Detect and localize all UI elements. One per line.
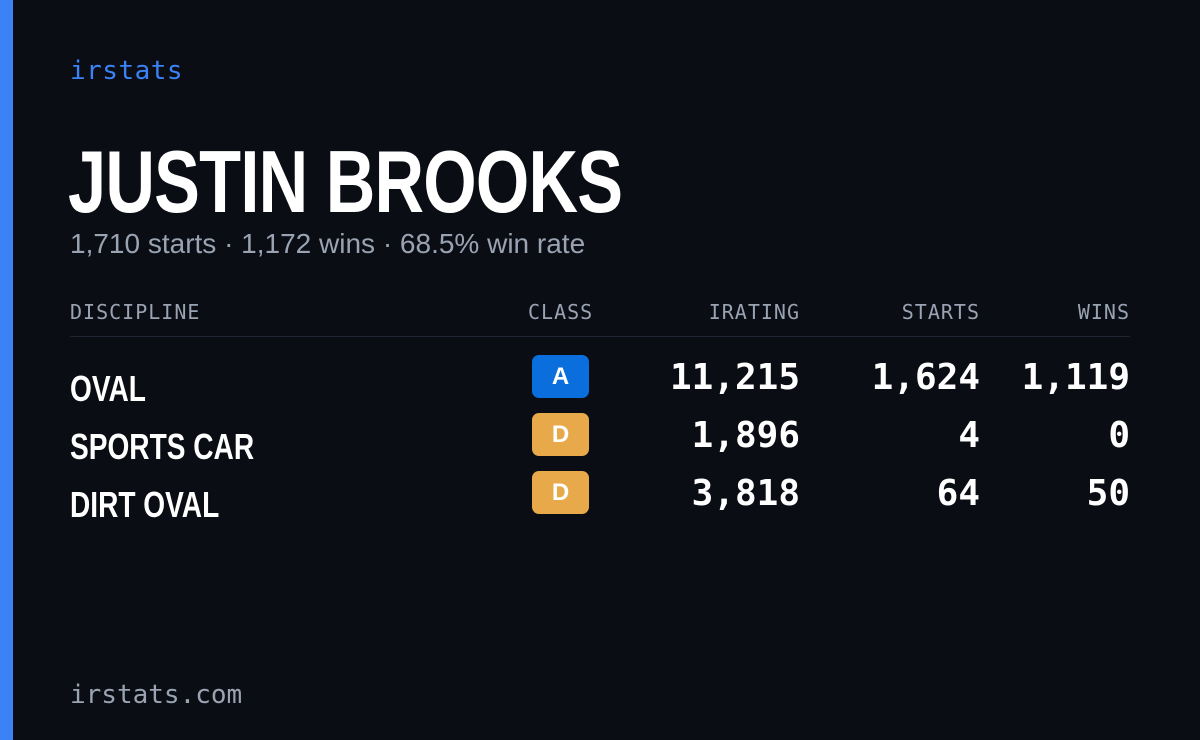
class-badge: A: [532, 355, 589, 398]
brand-logo: irstats: [70, 56, 184, 86]
table-body: OVAL A 11,215 1,624 1,119 SPORTS CAR D 1…: [70, 337, 1130, 529]
discipline-name: DIRT OVAL: [70, 484, 220, 525]
header-discipline: DISCIPLINE: [70, 300, 201, 324]
footer-url: irstats.com: [70, 680, 243, 710]
irating-value: 1,896: [691, 415, 800, 456]
wins-value: 0: [1108, 415, 1130, 456]
table-row: DIRT OVAL D 3,818 64 50: [70, 471, 1130, 529]
table-header: DISCIPLINE CLASS IRATING STARTS WINS: [70, 296, 1130, 337]
table-row: OVAL A 11,215 1,624 1,119: [70, 355, 1130, 413]
starts-value: 1,624: [871, 357, 980, 398]
header-wins: WINS: [1077, 300, 1130, 324]
class-badge: D: [532, 413, 589, 456]
header-starts: STARTS: [901, 300, 980, 324]
header-irating: IRATING: [708, 300, 800, 324]
wins-value: 50: [1086, 473, 1130, 514]
irating-value: 11,215: [669, 357, 800, 398]
stats-table: DISCIPLINE CLASS IRATING STARTS WINS OVA…: [70, 296, 1130, 529]
class-badge: D: [532, 471, 589, 514]
player-summary: 1,710 starts · 1,172 wins · 68.5% win ra…: [70, 228, 586, 259]
table-row: SPORTS CAR D 1,896 4 0: [70, 413, 1130, 471]
starts-value: 4: [958, 415, 980, 456]
discipline-name: OVAL: [70, 368, 146, 409]
discipline-name: SPORTS CAR: [70, 426, 255, 467]
header-class: CLASS: [528, 300, 594, 324]
starts-value: 64: [936, 473, 980, 514]
player-name: JUSTIN BROOKS: [68, 132, 623, 231]
irating-value: 3,818: [691, 473, 800, 514]
wins-value: 1,119: [1021, 357, 1130, 398]
accent-bar: [0, 0, 13, 740]
